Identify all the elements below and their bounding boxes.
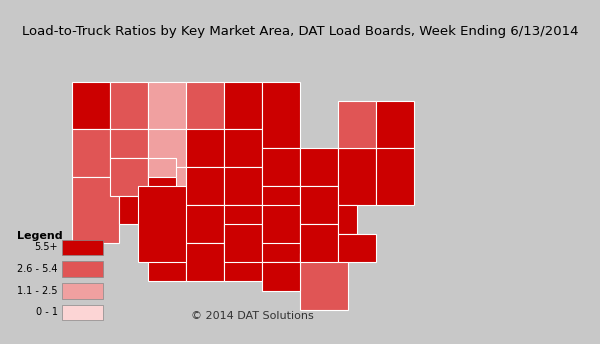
Text: 1.1 - 2.5: 1.1 - 2.5	[17, 286, 58, 296]
FancyBboxPatch shape	[300, 224, 338, 262]
FancyBboxPatch shape	[186, 244, 224, 281]
FancyBboxPatch shape	[148, 177, 176, 205]
Text: 2.6 - 5.4: 2.6 - 5.4	[17, 264, 58, 274]
FancyBboxPatch shape	[300, 186, 338, 224]
FancyBboxPatch shape	[186, 129, 224, 167]
Text: 5.5+: 5.5+	[34, 243, 58, 252]
FancyBboxPatch shape	[376, 101, 414, 148]
FancyBboxPatch shape	[338, 148, 376, 205]
FancyBboxPatch shape	[72, 129, 110, 177]
FancyBboxPatch shape	[262, 262, 300, 291]
Text: © 2014 DAT Solutions: © 2014 DAT Solutions	[191, 311, 313, 322]
FancyBboxPatch shape	[186, 167, 224, 205]
FancyBboxPatch shape	[110, 82, 148, 129]
FancyBboxPatch shape	[110, 158, 148, 196]
FancyBboxPatch shape	[148, 205, 186, 244]
Text: Legend: Legend	[17, 231, 62, 241]
FancyBboxPatch shape	[62, 283, 103, 299]
FancyBboxPatch shape	[224, 224, 262, 262]
FancyBboxPatch shape	[224, 205, 262, 244]
FancyBboxPatch shape	[110, 129, 148, 158]
FancyBboxPatch shape	[300, 253, 347, 310]
FancyBboxPatch shape	[72, 82, 110, 129]
FancyBboxPatch shape	[338, 205, 357, 234]
FancyBboxPatch shape	[148, 129, 186, 167]
FancyBboxPatch shape	[300, 148, 338, 186]
FancyBboxPatch shape	[148, 215, 176, 244]
FancyBboxPatch shape	[262, 186, 300, 224]
FancyBboxPatch shape	[338, 234, 376, 262]
FancyBboxPatch shape	[338, 101, 376, 148]
FancyBboxPatch shape	[148, 82, 186, 129]
FancyBboxPatch shape	[262, 148, 300, 186]
FancyBboxPatch shape	[119, 196, 148, 224]
FancyBboxPatch shape	[139, 186, 196, 262]
FancyBboxPatch shape	[224, 167, 262, 205]
FancyBboxPatch shape	[224, 129, 262, 167]
FancyBboxPatch shape	[62, 261, 103, 277]
Text: 0 - 1: 0 - 1	[36, 308, 58, 318]
FancyBboxPatch shape	[376, 148, 414, 205]
FancyBboxPatch shape	[262, 82, 300, 148]
FancyBboxPatch shape	[262, 224, 300, 262]
FancyBboxPatch shape	[62, 305, 103, 320]
FancyBboxPatch shape	[148, 244, 186, 281]
FancyBboxPatch shape	[62, 239, 103, 255]
Title: Load-to-Truck Ratios by Key Market Area, DAT Load Boards, Week Ending 6/13/2014: Load-to-Truck Ratios by Key Market Area,…	[22, 25, 578, 38]
FancyBboxPatch shape	[224, 82, 262, 129]
FancyBboxPatch shape	[148, 158, 176, 177]
FancyBboxPatch shape	[262, 205, 300, 244]
FancyBboxPatch shape	[186, 205, 224, 244]
FancyBboxPatch shape	[72, 177, 119, 244]
FancyBboxPatch shape	[224, 244, 262, 281]
FancyBboxPatch shape	[148, 167, 186, 205]
FancyBboxPatch shape	[186, 82, 224, 129]
